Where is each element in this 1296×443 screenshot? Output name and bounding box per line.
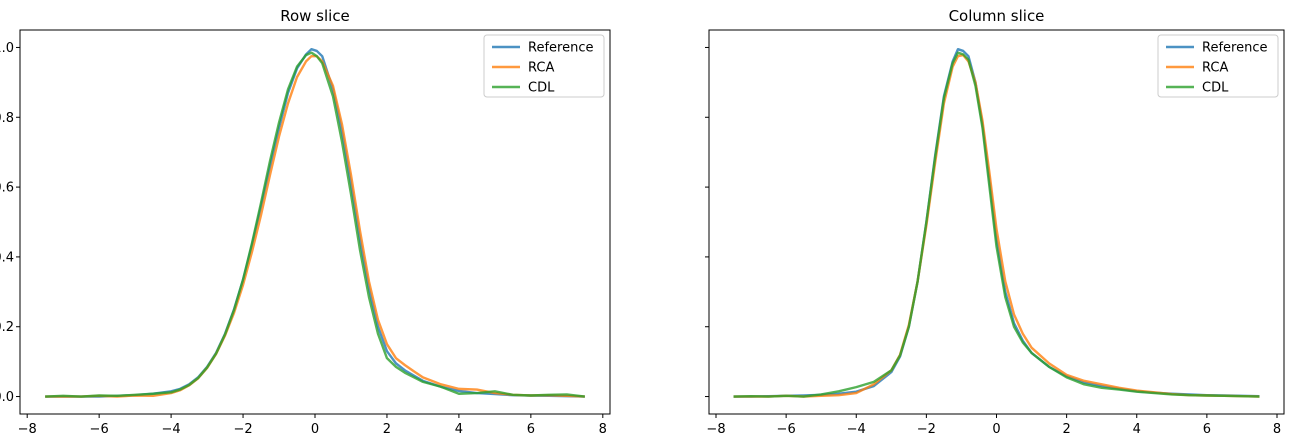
x-tick-label: 2 [1062, 422, 1070, 437]
chart-title: Row slice [280, 7, 350, 25]
series-line-cdl [733, 51, 1260, 398]
plot-area [45, 48, 585, 398]
y-tick-label: 0.6 [0, 181, 14, 196]
x-tick-label: −2 [917, 422, 936, 437]
x-tick-label: 4 [1133, 422, 1141, 437]
x-tick-label: −4 [847, 422, 866, 437]
chart-panel-2: Column slice −8 −6 −4 −2 0 2 4 6 8 Reference RCA CDL [705, 7, 1285, 437]
chart-panel-1: Row slice −8 −6 −4 −2 0 2 4 6 8 0.0 0.2 0.4 0.6 0.8 1.0… [0, 7, 611, 437]
series-line-reference [45, 48, 585, 398]
legend-label: Reference [528, 41, 593, 56]
y-tick-label: 1.0 [0, 41, 14, 56]
x-tick-label: 2 [383, 422, 391, 437]
legend-label: RCA [1202, 61, 1228, 76]
chart-title: Column slice [949, 7, 1045, 25]
legend-label: CDL [528, 81, 555, 96]
x-tick-label: 0 [992, 422, 1000, 437]
series-line-rca [733, 53, 1260, 398]
x-tick-label: 8 [1273, 422, 1281, 437]
x-tick-label: 6 [1203, 422, 1211, 437]
legend-label: RCA [528, 61, 554, 76]
legend-box [483, 34, 605, 98]
x-tick-label: −6 [777, 422, 796, 437]
y-tick-label: 0.2 [0, 320, 14, 335]
legend: Reference RCA CDL [483, 34, 605, 98]
x-tick-label: 0 [311, 422, 319, 437]
legend-box [1157, 34, 1279, 98]
y-tick-label: 0.0 [0, 390, 14, 405]
x-tick-label: 6 [527, 422, 535, 437]
x-tick-label: −8 [18, 422, 37, 437]
x-tick-label: −6 [90, 422, 109, 437]
y-tick-label: 0.4 [0, 250, 14, 265]
x-tick-label: −2 [233, 422, 252, 437]
x-tick-label: 8 [599, 422, 607, 437]
y-tick-label: 0.8 [0, 111, 14, 126]
x-tick-label: −4 [162, 422, 181, 437]
plot-area [733, 48, 1260, 398]
legend: Reference RCA CDL [1157, 34, 1279, 98]
x-tick-label: −8 [706, 422, 725, 437]
legend-label: CDL [1202, 81, 1229, 96]
series-line-rca [45, 54, 585, 398]
series-line-cdl [45, 51, 585, 398]
x-tick-label: 4 [455, 422, 463, 437]
legend-label: Reference [1202, 41, 1267, 56]
